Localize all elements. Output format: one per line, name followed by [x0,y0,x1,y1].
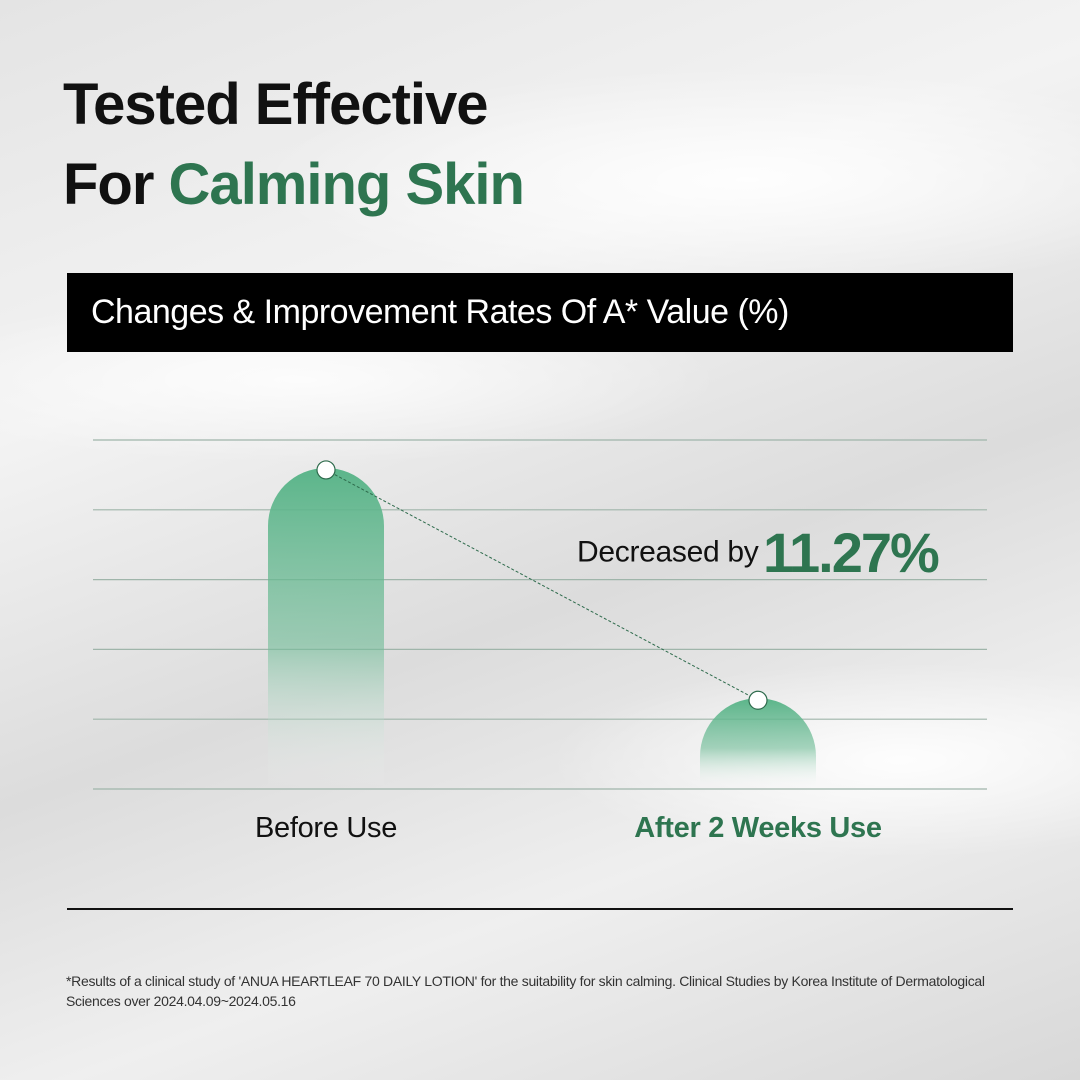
headline-prefix: For [63,152,169,217]
bar-before [268,467,384,789]
divider [67,908,1013,910]
decrease-value: 11.27% [762,521,940,584]
data-point-after [748,690,768,710]
chart-title-banner: Changes & Improvement Rates Of A* Value … [67,273,1013,352]
footnote: *Results of a clinical study of 'ANUA HE… [66,973,985,1009]
x-label-before: Before Use [254,812,398,844]
chart-title: Changes & Improvement Rates Of A* Value … [91,293,789,331]
headline-line-2: For Calming Skin [63,156,525,214]
headline-accent: Calming Skin [168,152,525,217]
bar-after [700,698,816,789]
headline-line-1: Tested Effective [63,72,489,137]
data-point-before [316,460,336,480]
connector-line [325,469,759,701]
x-label-after: After 2 Weeks Use [634,812,882,844]
decrease-annotation: Decreased by 11.27% [577,520,940,585]
decrease-prefix: Decreased by [577,535,759,569]
